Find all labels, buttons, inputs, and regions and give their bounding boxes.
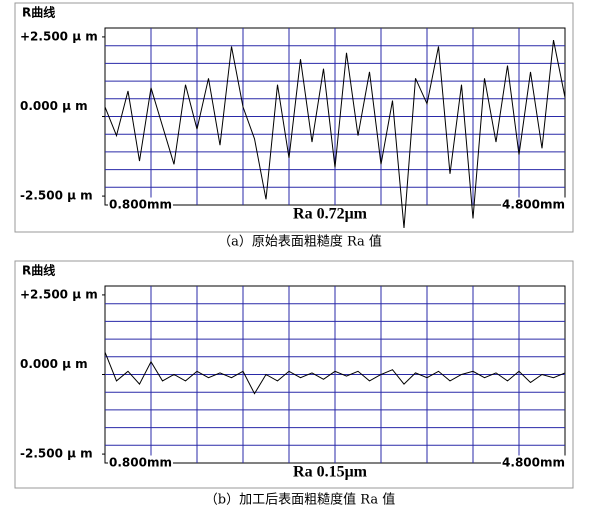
y-tick-label: -2.500 μ m	[20, 189, 93, 203]
profile-line	[104, 40, 566, 228]
annotation: Ra 0.15μm	[293, 464, 368, 481]
y-tick-label: +2.500 μ m	[20, 287, 98, 301]
y-tick-label: 0.000 μ m	[20, 357, 88, 371]
label-bg	[108, 455, 173, 470]
y-tick-label: 0.000 μ m	[20, 99, 88, 113]
x-tick-label: 0.800mm	[109, 198, 172, 212]
x-tick-label: 4.800mm	[502, 198, 565, 212]
y-tick-label: +2.500 μ m	[20, 29, 98, 43]
label-bg	[501, 455, 566, 470]
x-tick-label: 4.800mm	[502, 456, 565, 470]
annotation: Ra 0.72μm	[293, 206, 368, 223]
x-tick-label: 0.800mm	[109, 456, 172, 470]
caption: （a）原始表面粗糙度 Ra 值	[218, 234, 382, 250]
label-bg	[108, 197, 173, 212]
panel-border	[14, 260, 574, 489]
chart-title: R曲线	[22, 263, 55, 278]
caption: （b）加工后表面粗糙度值 Ra 值	[205, 492, 395, 508]
panel-border	[14, 2, 574, 233]
label-bg	[501, 197, 566, 212]
profile-line	[104, 352, 566, 395]
y-tick-label: -2.500 μ m	[20, 447, 93, 461]
chart-title: R曲线	[22, 5, 55, 20]
